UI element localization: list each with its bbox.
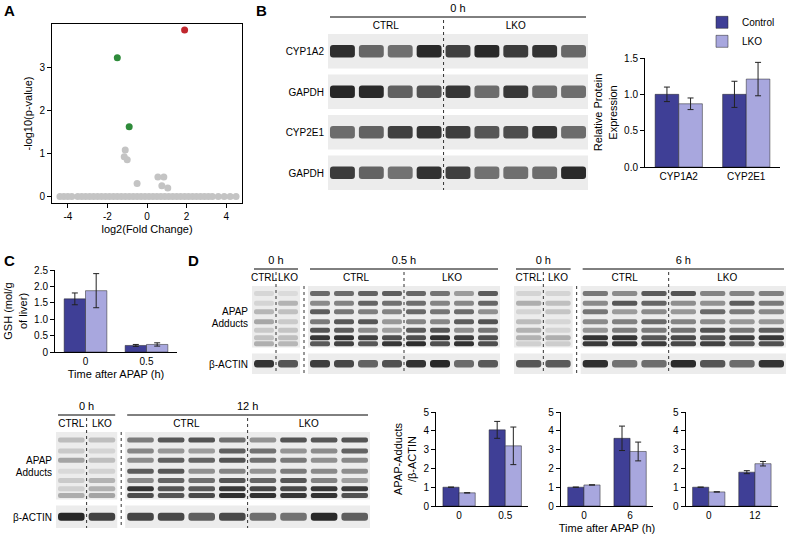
- svg-text:0.5: 0.5: [140, 356, 154, 367]
- svg-text:LKO: LKO: [506, 20, 526, 31]
- svg-text:0 h: 0 h: [268, 254, 283, 266]
- svg-text:APAPAdducts: APAPAdducts: [16, 455, 52, 478]
- svg-text:0.5: 0.5: [498, 510, 512, 521]
- svg-text:CYP1A2: CYP1A2: [286, 46, 325, 57]
- svg-text:6 h: 6 h: [676, 254, 691, 266]
- svg-text:LKO: LKO: [717, 272, 737, 283]
- svg-text:4: 4: [673, 425, 679, 436]
- svg-text:Relative ProteinExpression: Relative ProteinExpression: [592, 74, 618, 152]
- svg-text:log2(Fold Change): log2(Fold Change): [101, 223, 192, 235]
- svg-text:0: 0: [144, 211, 150, 222]
- svg-text:1.0: 1.0: [34, 314, 48, 325]
- svg-text:4: 4: [548, 425, 554, 436]
- svg-text:-4: -4: [63, 211, 72, 222]
- svg-text:2: 2: [673, 463, 679, 474]
- svg-text:0.0: 0.0: [624, 162, 638, 173]
- svg-text:0: 0: [83, 356, 89, 367]
- svg-text:LKO: LKO: [299, 418, 319, 429]
- svg-text:LKO: LKO: [548, 272, 568, 283]
- svg-text:3: 3: [548, 444, 554, 455]
- svg-text:1.5: 1.5: [624, 53, 638, 64]
- svg-text:LKO: LKO: [742, 36, 762, 47]
- svg-text:CTRL: CTRL: [173, 418, 200, 429]
- svg-text:1.0: 1.0: [624, 89, 638, 100]
- svg-text:1: 1: [39, 148, 45, 159]
- svg-text:β-ACTIN: β-ACTIN: [13, 512, 52, 523]
- svg-text:Time after APAP (h): Time after APAP (h): [559, 522, 655, 534]
- svg-text:2: 2: [39, 105, 45, 116]
- svg-text:3: 3: [423, 444, 429, 455]
- svg-text:2.5: 2.5: [34, 265, 48, 276]
- svg-text:4: 4: [423, 425, 429, 436]
- svg-text:CTRL: CTRL: [58, 418, 85, 429]
- html-text:D: D: [188, 252, 199, 269]
- html-text:C: C: [4, 252, 15, 269]
- svg-text:1.5: 1.5: [34, 297, 48, 308]
- html-text:A: A: [4, 2, 15, 19]
- svg-text:6: 6: [627, 510, 633, 521]
- svg-text:CTRL: CTRL: [516, 272, 543, 283]
- svg-text:3: 3: [39, 62, 45, 73]
- svg-text:-2: -2: [103, 211, 112, 222]
- svg-text:5: 5: [673, 407, 679, 418]
- svg-text:2: 2: [548, 463, 554, 474]
- svg-text:GAPDH: GAPDH: [288, 168, 324, 179]
- svg-text:LKO: LKO: [278, 272, 298, 283]
- svg-text:GAPDH: GAPDH: [288, 87, 324, 98]
- svg-text:0: 0: [548, 501, 554, 512]
- svg-text:12: 12: [749, 510, 761, 521]
- svg-text:CYP1A2: CYP1A2: [660, 171, 699, 182]
- svg-text:LKO: LKO: [442, 272, 462, 283]
- svg-text:β-ACTIN: β-ACTIN: [209, 359, 248, 370]
- svg-text:Control: Control: [742, 17, 774, 28]
- svg-text:-log10(p-value): -log10(p-value): [22, 77, 34, 151]
- svg-text:0: 0: [706, 510, 712, 521]
- svg-text:0.5 h: 0.5 h: [392, 254, 416, 266]
- html-text:B: B: [256, 2, 267, 19]
- svg-text:0: 0: [581, 510, 587, 521]
- svg-text:0: 0: [456, 510, 462, 521]
- svg-text:0: 0: [39, 191, 45, 202]
- svg-text:2.0: 2.0: [34, 281, 48, 292]
- svg-text:CTRL: CTRL: [343, 272, 370, 283]
- svg-text:CYP2E1: CYP2E1: [286, 127, 325, 138]
- svg-text:CTRL: CTRL: [251, 272, 278, 283]
- svg-text:1: 1: [548, 482, 554, 493]
- svg-text:0 h: 0 h: [79, 400, 94, 412]
- svg-text:5: 5: [548, 407, 554, 418]
- svg-text:APAP-Adducts/β-ACTIN: APAP-Adducts/β-ACTIN: [392, 423, 418, 495]
- svg-text:Time after APAP (h): Time after APAP (h): [68, 368, 164, 380]
- svg-text:1: 1: [423, 482, 429, 493]
- svg-text:0: 0: [673, 501, 679, 512]
- svg-text:1: 1: [673, 482, 679, 493]
- svg-text:CYP2E1: CYP2E1: [727, 171, 766, 182]
- svg-text:0.5: 0.5: [34, 330, 48, 341]
- svg-text:0.5: 0.5: [624, 125, 638, 136]
- svg-text:4: 4: [223, 211, 229, 222]
- svg-text:5: 5: [423, 407, 429, 418]
- svg-text:2: 2: [184, 211, 190, 222]
- svg-text:2: 2: [423, 463, 429, 474]
- svg-text:0 h: 0 h: [450, 2, 465, 14]
- svg-text:LKO: LKO: [92, 418, 112, 429]
- svg-text:APAPAdducts: APAPAdducts: [212, 306, 248, 329]
- svg-text:CTRL: CTRL: [612, 272, 639, 283]
- svg-text:GSH (mol/gof liver): GSH (mol/gof liver): [2, 282, 28, 339]
- svg-text:CTRL: CTRL: [373, 20, 400, 31]
- svg-text:12 h: 12 h: [237, 400, 258, 412]
- svg-text:0: 0: [42, 347, 48, 358]
- svg-text:3: 3: [673, 444, 679, 455]
- svg-text:0: 0: [423, 501, 429, 512]
- svg-text:0 h: 0 h: [536, 254, 551, 266]
